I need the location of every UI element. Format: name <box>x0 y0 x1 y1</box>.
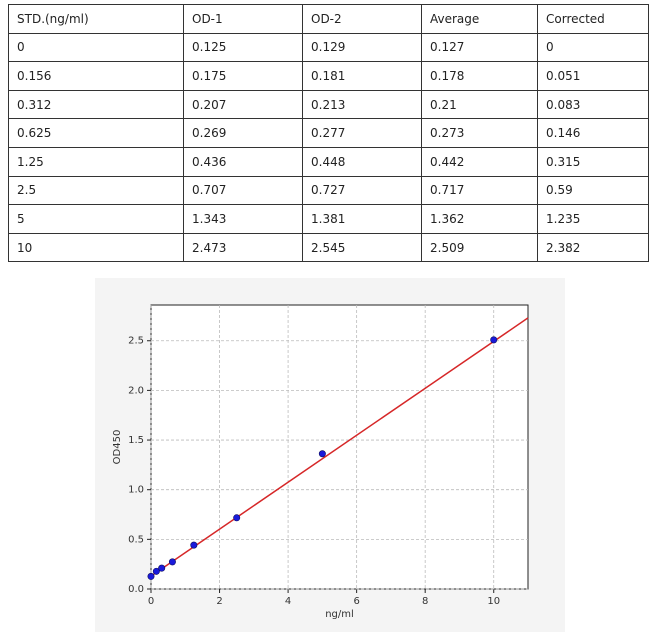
data-point <box>147 572 155 580</box>
table-cell: 0.178 <box>421 61 538 91</box>
data-table: STD.(ng/ml) OD-1 OD-2 Average Corrected 0 0.12… <box>8 4 649 263</box>
data-point <box>490 336 498 344</box>
data-point <box>168 558 176 566</box>
table-row: 1.25 0.436 0.448 0.442 0.315 <box>8 146 649 177</box>
table-cell: 0.21 <box>421 89 538 120</box>
table-cell: 0.273 <box>421 118 538 148</box>
table-cell: 0.207 <box>183 89 303 120</box>
table-cell: 0.269 <box>183 118 303 148</box>
table-cell: 1.235 <box>537 204 649 234</box>
y-tick-label: 0.0 <box>128 584 144 595</box>
y-tick-label: 2.0 <box>128 385 144 396</box>
table-cell: 0.727 <box>302 175 422 206</box>
table-cell: 0.707 <box>183 175 303 206</box>
table-cell: 0.127 <box>421 32 538 63</box>
x-tick-label: 4 <box>285 596 291 607</box>
table-cell: 1.381 <box>302 204 422 234</box>
table-row: 0.625 0.269 0.277 0.273 0.146 <box>8 118 649 148</box>
x-tick-label: 6 <box>353 596 359 607</box>
x-tick-label: 2 <box>216 596 222 607</box>
data-point <box>318 450 326 458</box>
table-cell: 0.175 <box>183 61 303 91</box>
table-cell: 0.125 <box>183 32 303 63</box>
table-cell: 2.509 <box>421 232 538 263</box>
table-cell: Corrected <box>537 4 649 34</box>
table-cell: 0.59 <box>537 175 649 206</box>
table-cell: 0.717 <box>421 175 538 206</box>
table-row: 0.156 0.175 0.181 0.178 0.051 <box>8 61 649 91</box>
table-cell: 2.473 <box>183 232 303 263</box>
x-axis-label: ng/ml <box>325 609 354 620</box>
x-tick-label: 8 <box>422 596 428 607</box>
y-tick-label: 1.5 <box>128 435 144 446</box>
y-tick-label: 1.0 <box>128 485 144 496</box>
table-cell: 0.051 <box>537 61 649 91</box>
table-cell: 0.129 <box>302 32 422 63</box>
fit-line <box>150 317 529 577</box>
table-cell: 0.213 <box>302 89 422 120</box>
table-cell: 0 <box>537 32 649 63</box>
table-cell: OD-1 <box>183 4 303 34</box>
table-cell: 0.312 <box>8 89 184 120</box>
data-point <box>233 514 241 522</box>
table-cell: OD-2 <box>302 4 422 34</box>
y-tick-label: 0.5 <box>128 534 144 545</box>
y-tick-label: 2.5 <box>128 336 144 347</box>
x-tick-label: 10 <box>487 596 500 607</box>
table-cell: Average <box>421 4 538 34</box>
table-row: 10 2.473 2.545 2.509 2.382 <box>8 232 649 263</box>
table-cell: 1.25 <box>8 146 184 177</box>
table-cell: 0 <box>8 32 184 63</box>
table-cell: 10 <box>8 232 184 263</box>
data-point <box>190 541 198 549</box>
data-point <box>158 564 166 572</box>
table-cell: 0.436 <box>183 146 303 177</box>
table-row: 0.312 0.207 0.213 0.21 0.083 <box>8 89 649 120</box>
table-cell: 0.083 <box>537 89 649 120</box>
chart: ng/ml OD450 0 2 4 6 8 10 0.0 0.5 1.0 1.5 2.0 2.5 <box>95 278 565 632</box>
table-cell: 0.315 <box>537 146 649 177</box>
table-cell: 0.625 <box>8 118 184 148</box>
table-row: 5 1.343 1.381 1.362 1.235 <box>8 204 649 234</box>
table-cell: 0.277 <box>302 118 422 148</box>
table-row: 0 0.125 0.129 0.127 0 <box>8 32 649 63</box>
table-cell: 0.442 <box>421 146 538 177</box>
table-cell: STD.(ng/ml) <box>8 4 184 34</box>
table-row: STD.(ng/ml) OD-1 OD-2 Average Corrected <box>8 4 649 34</box>
table-cell: 2.382 <box>537 232 649 263</box>
table-cell: 2.545 <box>302 232 422 263</box>
table-cell: 0.156 <box>8 61 184 91</box>
x-tick-label: 0 <box>148 596 154 607</box>
table-cell: 2.5 <box>8 175 184 206</box>
table-cell: 1.362 <box>421 204 538 234</box>
y-axis-label: OD450 <box>112 430 123 465</box>
table-cell: 5 <box>8 204 184 234</box>
table-cell: 1.343 <box>183 204 303 234</box>
table-row: 2.5 0.707 0.727 0.717 0.59 <box>8 175 649 206</box>
table-cell: 0.448 <box>302 146 422 177</box>
data-point <box>152 567 160 575</box>
table-cell: 0.181 <box>302 61 422 91</box>
table-cell: 0.146 <box>537 118 649 148</box>
